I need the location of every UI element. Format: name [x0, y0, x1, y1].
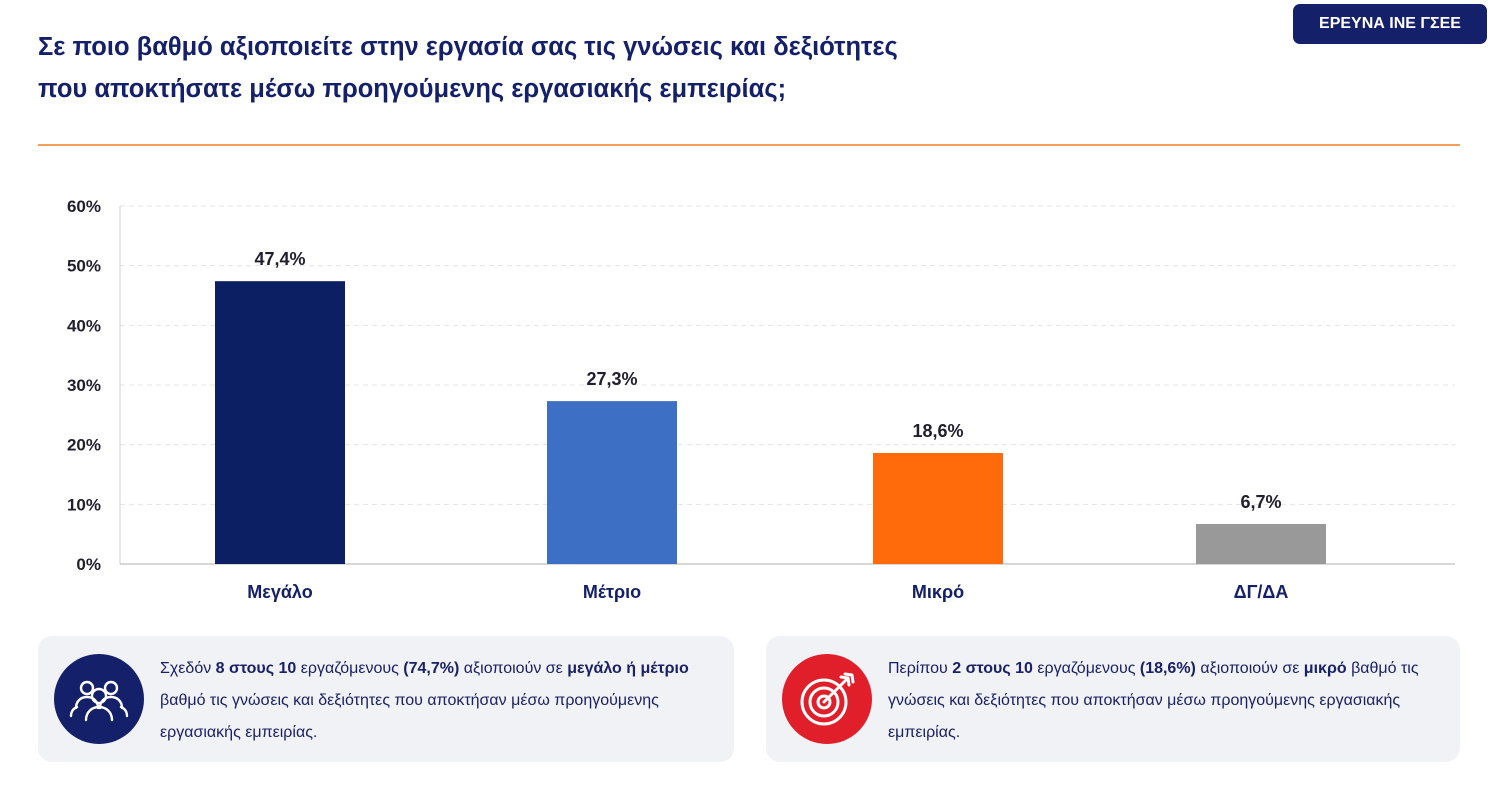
- title-divider: [38, 144, 1460, 146]
- summary-left-part-3: αξιοποιούν σε: [459, 660, 568, 677]
- data-label: 6,7%: [1240, 492, 1281, 512]
- bar: [215, 281, 345, 564]
- summary-right-bold-2: (18,6%): [1139, 660, 1196, 677]
- y-tick-label: 60%: [67, 197, 101, 216]
- y-tick-label: 20%: [67, 436, 101, 455]
- summary-text-left: Σχεδόν 8 στους 10 εργαζόμενους (74,7%) α…: [160, 653, 720, 749]
- summary-right-part-4: βαθμό τις γνώσεις και δεξιότητες που απο…: [888, 660, 1419, 741]
- y-tick-label: 30%: [67, 376, 101, 395]
- summary-right-bold-3: μικρό: [1303, 660, 1347, 677]
- y-tick-label: 40%: [67, 316, 101, 335]
- target-arrow-icon: [782, 654, 872, 744]
- summary-right-bold-1: 2 στους 10: [952, 660, 1033, 677]
- data-label: 18,6%: [912, 421, 963, 441]
- source-badge: ΕΡΕΥΝΑ ΙΝΕ ΓΣΕΕ: [1293, 4, 1487, 44]
- title-line-2: που αποκτήσατε μέσω προηγούμενης εργασια…: [38, 75, 787, 103]
- data-label: 27,3%: [586, 369, 637, 389]
- summary-left-part-4: βαθμό τις γνώσεις και δεξιότητες που απο…: [160, 692, 659, 741]
- summary-left-part-1: Σχεδόν: [160, 660, 216, 677]
- title-line-1: Σε ποιο βαθμό αξιοποιείτε στην εργασία σ…: [38, 33, 898, 61]
- bar-chart: 0% 10% 20% 30% 40% 50% 60% 47,4% Μεγάλο 27,3% Μέτρ…: [67, 197, 1455, 602]
- summary-card-right: Περίπου 2 στους 10 εργαζόμενους (18,6%) …: [766, 636, 1460, 762]
- data-label: 47,4%: [254, 249, 305, 269]
- bar: [1196, 524, 1326, 564]
- summary-right-part-1: Περίπου: [888, 660, 953, 677]
- summary-right-part-2: εργαζόμενους: [1032, 660, 1140, 677]
- summary-left-bold-2: (74,7%): [403, 660, 460, 677]
- x-category-label: Μικρό: [912, 582, 964, 602]
- summary-left-bold-1: 8 στους 10: [215, 660, 297, 677]
- y-tick-label: 0%: [76, 555, 101, 574]
- x-category-label: ΔΓ/ΔΑ: [1234, 582, 1289, 602]
- summary-text-right: Περίπου 2 στους 10 εργαζόμενους (18,6%) …: [888, 653, 1446, 749]
- summary-left-part-2: εργαζόμενους: [296, 660, 404, 677]
- x-category-label: Μέτριο: [583, 582, 641, 602]
- page-title: Σε ποιο βαθμό αξιοποιείτε στην εργασία σ…: [38, 26, 1138, 110]
- x-category-label: Μεγάλο: [247, 582, 312, 602]
- y-tick-label: 10%: [67, 495, 101, 514]
- summary-left-bold-3: μεγάλο ή μέτριο: [567, 660, 689, 677]
- summary-card-left: Σχεδόν 8 στους 10 εργαζόμενους (74,7%) α…: [38, 636, 734, 762]
- summary-right-part-3: αξιοποιούν σε: [1195, 660, 1304, 677]
- people-group-icon: [54, 654, 144, 744]
- y-tick-label: 50%: [67, 257, 101, 276]
- bar: [547, 401, 677, 564]
- bar: [873, 453, 1003, 564]
